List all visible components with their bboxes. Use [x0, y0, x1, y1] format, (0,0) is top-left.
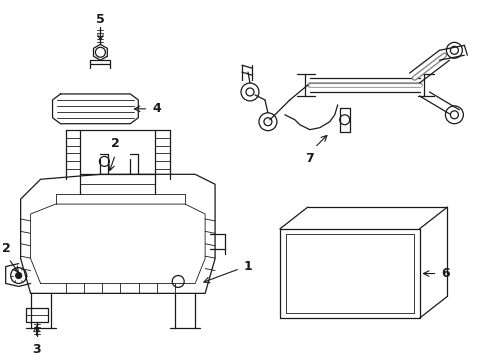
Text: 6: 6: [441, 267, 449, 280]
Text: 3: 3: [32, 343, 41, 356]
Text: 5: 5: [96, 13, 104, 27]
Text: 2: 2: [2, 242, 11, 255]
Text: 1: 1: [244, 260, 252, 273]
Text: 2: 2: [111, 136, 120, 149]
Text: 4: 4: [152, 102, 161, 115]
Circle shape: [16, 273, 21, 279]
Bar: [25, 308, 47, 322]
Text: 7: 7: [305, 153, 314, 166]
